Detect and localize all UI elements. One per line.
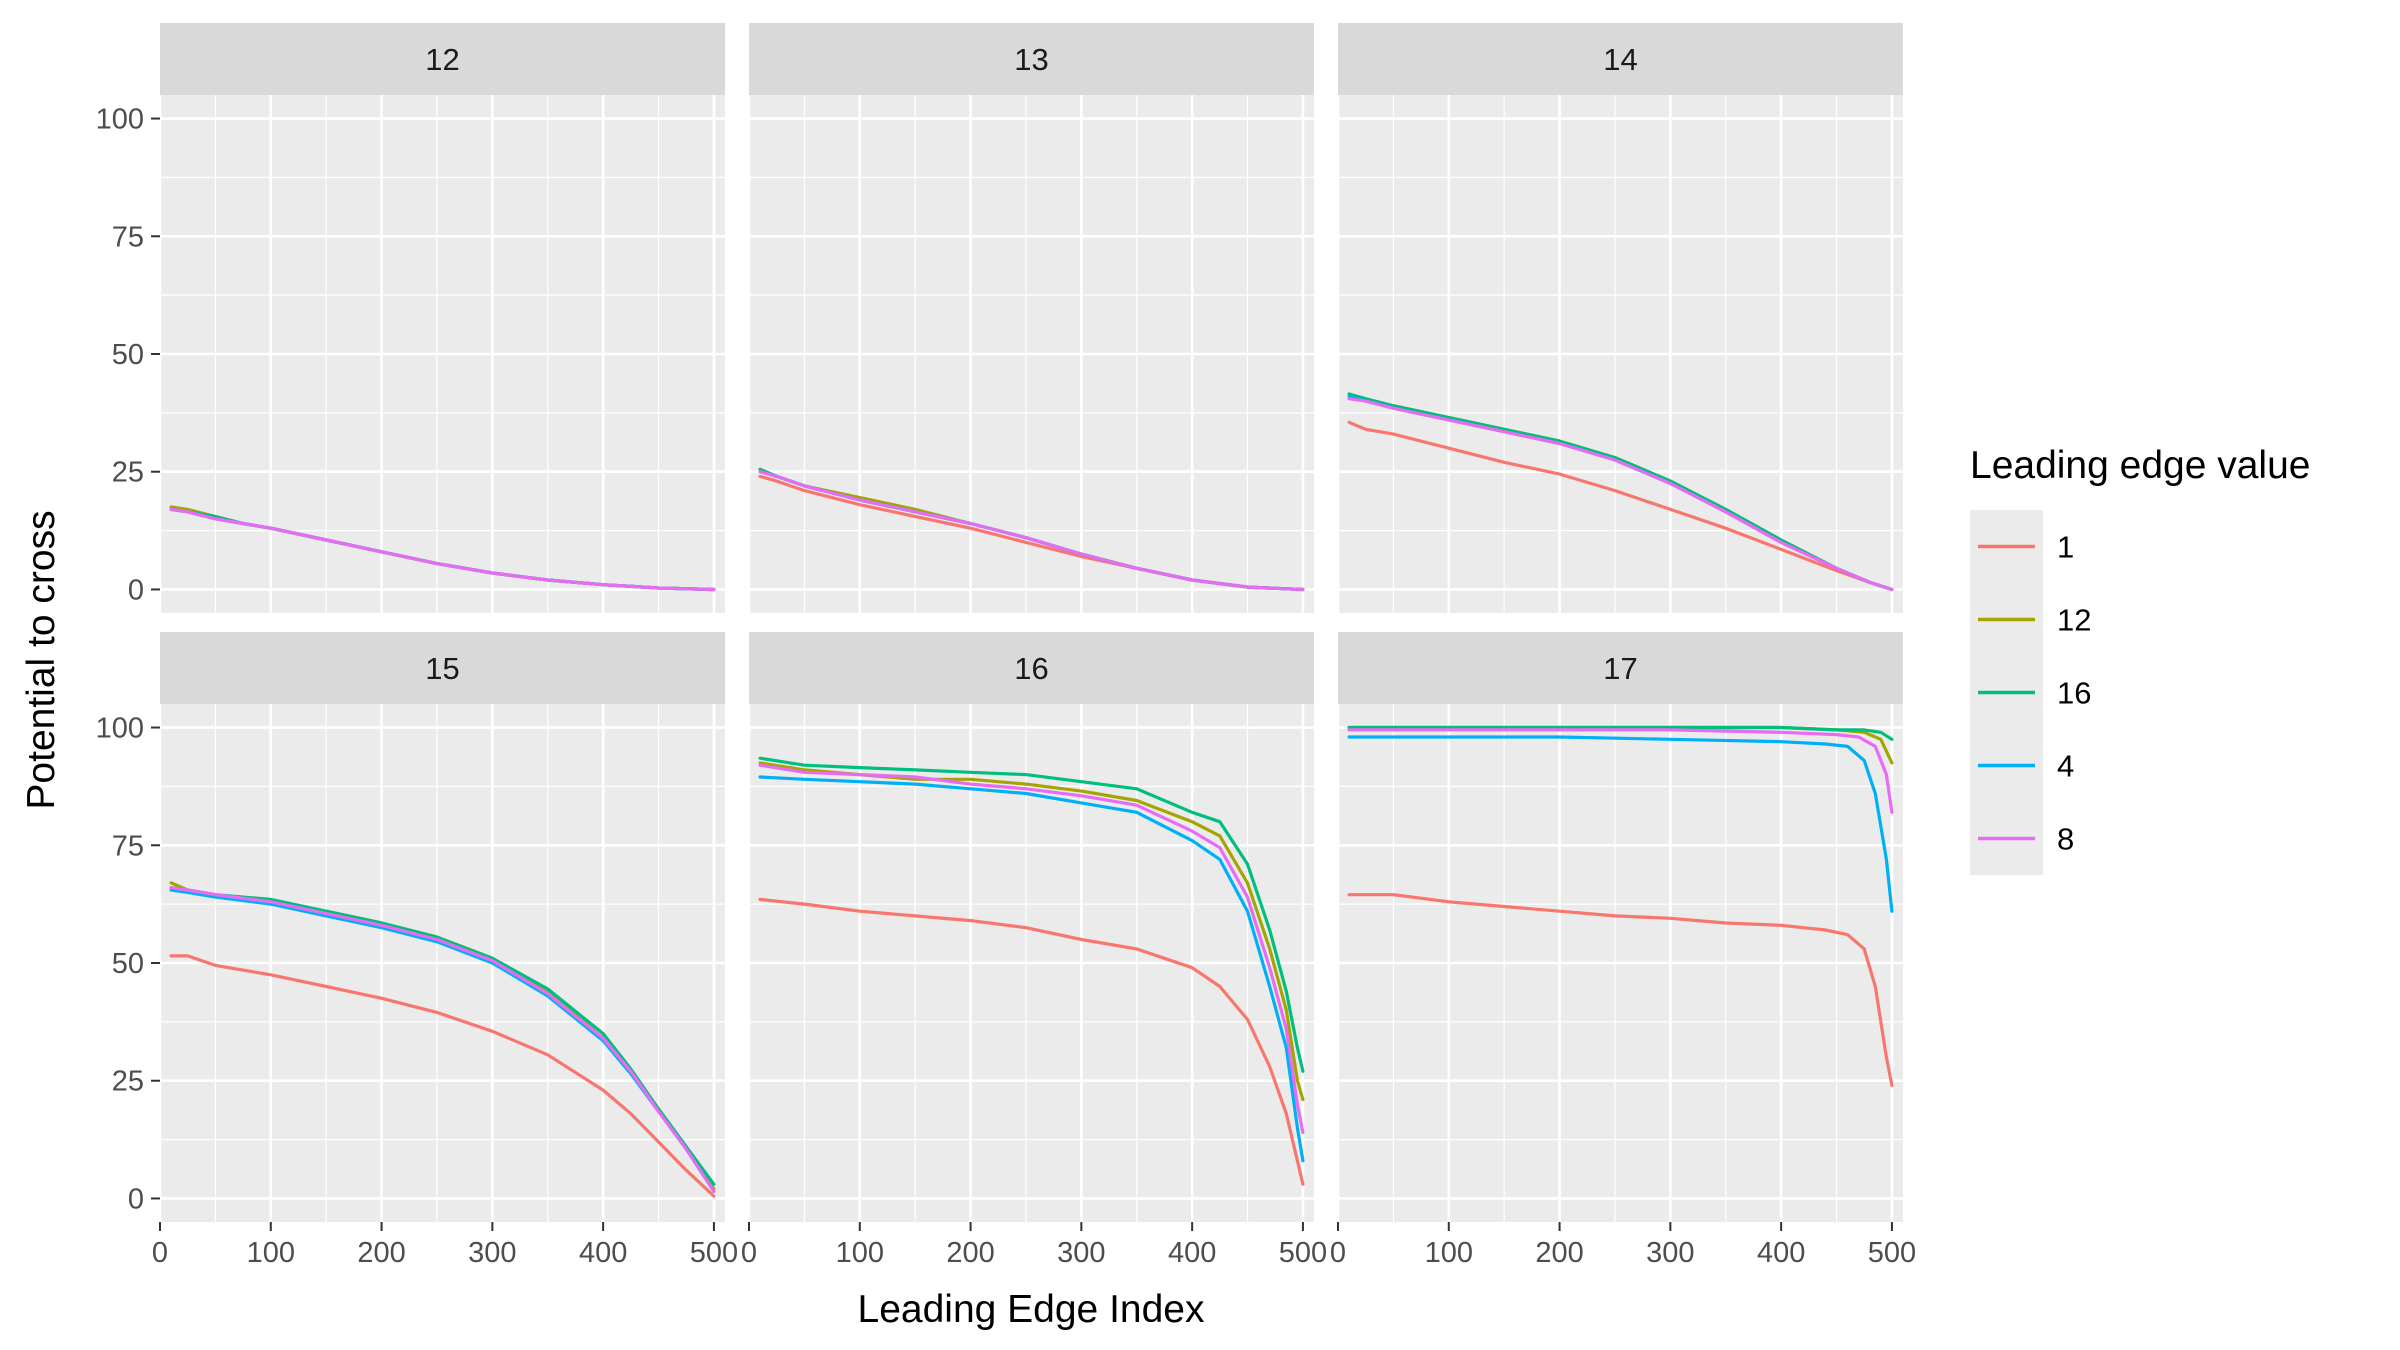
- series-line-8: [169, 886, 716, 1194]
- facet-panel: 15 0 25 50 75 100 0 100 200 300 400 500: [96, 632, 738, 1269]
- series-line-1: [1347, 420, 1894, 592]
- legend-label: 12: [2057, 603, 2091, 638]
- facet-panel: 17 0 100 200 300 400 500: [1330, 632, 1916, 1269]
- series-line-4: [758, 775, 1305, 1163]
- legend-label: 8: [2057, 822, 2074, 857]
- legend-title: Leading edge value: [1970, 444, 2310, 487]
- x-tick-label: 300: [1057, 1237, 1105, 1269]
- facet-panel: 14: [1336, 23, 1903, 613]
- x-tick-label: 0: [1330, 1237, 1346, 1269]
- facet-strip-label: 13: [1014, 42, 1048, 77]
- y-tick-label: 50: [112, 948, 144, 980]
- series-line-8: [169, 507, 716, 592]
- series-line-8: [1347, 728, 1894, 814]
- series-line-4: [1347, 735, 1894, 913]
- x-axis-title: Leading Edge Index: [858, 1288, 1205, 1331]
- series-line-8: [758, 763, 1305, 1135]
- facet-strip: [1338, 632, 1903, 704]
- y-tick-label: 100: [96, 713, 144, 745]
- series-line-8: [1347, 397, 1894, 592]
- series-line-16: [1347, 725, 1894, 741]
- y-tick-label: 25: [112, 457, 144, 489]
- x-tick-label: 200: [1535, 1237, 1583, 1269]
- x-tick-label: 100: [247, 1237, 295, 1269]
- x-tick-label: 500: [1279, 1237, 1327, 1269]
- x-tick-label: 0: [741, 1237, 757, 1269]
- facet-strip-label: 15: [425, 651, 459, 686]
- facet-strip-label: 17: [1603, 651, 1637, 686]
- series-line-1: [758, 897, 1305, 1186]
- series-line-16: [758, 756, 1305, 1073]
- legend-label: 1: [2057, 530, 2074, 565]
- facet-strip: [749, 632, 1314, 704]
- x-tick-label: 500: [1868, 1237, 1916, 1269]
- x-tick-label: 400: [1168, 1237, 1216, 1269]
- y-tick-label: 75: [112, 221, 144, 253]
- legend-entry: 1: [1970, 510, 2074, 583]
- y-axis-title: Potential to cross: [20, 510, 63, 809]
- series-line-8: [758, 470, 1305, 592]
- x-tick-label: 0: [152, 1237, 168, 1269]
- facet-panel: 12 0 25 50 75 100: [96, 23, 725, 613]
- y-tick-label: 50: [112, 339, 144, 371]
- x-tick-label: 200: [357, 1237, 405, 1269]
- series-line-1: [169, 954, 716, 1198]
- facet-strip: [160, 632, 725, 704]
- facet-panel: 13: [747, 23, 1314, 613]
- y-tick-label: 0: [128, 574, 144, 606]
- x-tick-label: 100: [836, 1237, 884, 1269]
- legend-entry: 8: [1970, 802, 2074, 875]
- legend-label: 16: [2057, 676, 2091, 711]
- x-tick-label: 300: [1646, 1237, 1694, 1269]
- series-line-1: [1347, 893, 1894, 1088]
- x-tick-label: 300: [468, 1237, 516, 1269]
- x-tick-label: 400: [1757, 1237, 1805, 1269]
- x-tick-label: 400: [579, 1237, 627, 1269]
- facet-strip: [1338, 23, 1903, 95]
- y-tick-label: 100: [96, 104, 144, 136]
- y-tick-label: 0: [128, 1183, 144, 1215]
- y-tick-label: 75: [112, 830, 144, 862]
- facet-strip-label: 16: [1014, 651, 1048, 686]
- facet-strip: [160, 23, 725, 95]
- x-tick-label: 500: [690, 1237, 738, 1269]
- x-tick-label: 200: [946, 1237, 994, 1269]
- y-tick-label: 25: [112, 1066, 144, 1098]
- legend-entry: 12: [1970, 583, 2091, 656]
- legend-label: 4: [2057, 749, 2074, 784]
- panels-layer: 12 0 25 50 75 100 13 14 15 0 25 50 75 100 0 100 200 300 40…: [96, 23, 1916, 1269]
- legend-entry: 4: [1970, 729, 2074, 802]
- facet-strip: [749, 23, 1314, 95]
- x-tick-label: 100: [1425, 1237, 1473, 1269]
- legend: Leading edge value 1 12 16 4 8: [1970, 444, 2310, 875]
- legend-entry: 16: [1970, 656, 2091, 729]
- facet-strip-label: 14: [1603, 42, 1637, 77]
- facet-strip-label: 12: [425, 42, 459, 77]
- facet-panel: 16 0 100 200 300 400 500: [741, 632, 1327, 1269]
